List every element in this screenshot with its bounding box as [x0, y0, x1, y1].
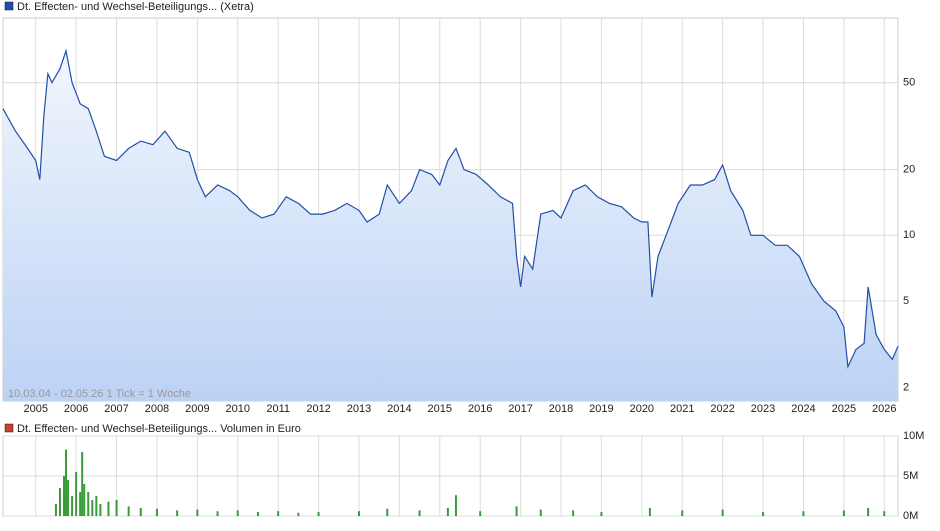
legend-label: Dt. Effecten- und Wechsel-Beteiligungs..…	[17, 1, 254, 13]
volume-bar	[721, 509, 724, 516]
volume-bar	[418, 510, 421, 516]
x-tick-label: 2012	[306, 403, 330, 415]
volume-bar	[479, 511, 482, 516]
x-tick-label: 2015	[428, 403, 452, 415]
volume-bar	[91, 500, 94, 516]
volume-bar	[67, 480, 70, 516]
y-tick-label: 5M	[903, 470, 918, 482]
y-tick-label: 10M	[903, 430, 924, 442]
y-tick-label: 50	[903, 77, 915, 89]
legend-label: Dt. Effecten- und Wechsel-Beteiligungs..…	[17, 423, 301, 435]
volume-bar	[63, 476, 66, 516]
volume-bar	[454, 495, 457, 516]
volume-bar	[127, 506, 130, 516]
volume-bar	[681, 510, 684, 516]
x-tick-label: 2007	[104, 403, 128, 415]
y-tick-label: 5	[903, 295, 909, 307]
legend-swatch	[4, 423, 14, 433]
volume-bar	[155, 508, 158, 516]
volume-bar	[115, 500, 118, 516]
x-tick-label: 2006	[64, 403, 88, 415]
x-tick-label: 2005	[23, 403, 47, 415]
volume-bar	[71, 496, 74, 516]
volume-bar	[236, 510, 239, 516]
x-tick-label: 2016	[468, 403, 492, 415]
volume-bar	[600, 512, 603, 516]
volume-bar	[139, 508, 142, 516]
volume-bar	[95, 496, 98, 516]
annotation: 10.03.04 - 02.05.26 1 Tick = 1 Woche	[8, 388, 191, 400]
x-tick-label: 2017	[508, 403, 532, 415]
volume-bar	[83, 484, 86, 516]
volume-bar	[539, 509, 542, 516]
x-tick-label: 2008	[145, 403, 169, 415]
volume-bar	[648, 508, 651, 516]
legend-swatch	[4, 1, 14, 11]
y-tick-label: 2	[903, 382, 909, 394]
volume-bar	[357, 511, 360, 516]
volume-bar	[81, 452, 84, 516]
volume-bar	[58, 488, 61, 516]
area	[3, 50, 898, 402]
volume-bar	[79, 492, 82, 516]
x-tick-label: 2022	[710, 403, 734, 415]
volume-bar	[216, 511, 219, 516]
volume-bar	[54, 504, 57, 516]
volume-bar	[256, 512, 259, 516]
x-tick-label: 2018	[549, 403, 573, 415]
volume-bar	[196, 509, 199, 516]
x-tick-label: 2011	[266, 403, 290, 415]
x-tick-label: 2014	[387, 403, 411, 415]
x-tick-label: 2010	[226, 403, 250, 415]
volume-bar	[802, 511, 805, 516]
volume-bar	[65, 449, 68, 516]
volume-bar	[762, 512, 765, 516]
y-tick-label: 20	[903, 163, 915, 175]
volume-bar	[446, 508, 449, 516]
volume-bar	[883, 511, 886, 516]
volume-bar	[277, 511, 280, 516]
y-tick-label: 10	[903, 229, 915, 241]
x-tick-label: 2009	[185, 403, 209, 415]
volume-bar	[572, 510, 575, 516]
x-tick-label: 2024	[791, 403, 815, 415]
x-tick-label: 2020	[630, 403, 654, 415]
volume-bar	[317, 512, 320, 516]
volume-bar	[842, 510, 845, 516]
volume-bar	[99, 504, 102, 516]
x-tick-label: 2023	[751, 403, 775, 415]
volume-bar	[107, 501, 110, 516]
volume-bar	[515, 506, 518, 516]
volume-bar	[386, 508, 389, 516]
x-tick-label: 2026	[872, 403, 896, 415]
volume-bar	[297, 512, 300, 516]
y-tick-label: 0M	[903, 510, 918, 522]
volume-bar	[87, 492, 90, 516]
volume-bar	[176, 510, 179, 516]
x-tick-label: 2025	[832, 403, 856, 415]
price-line	[2, 48, 899, 369]
volume-bar	[867, 508, 870, 516]
x-tick-label: 2013	[347, 403, 371, 415]
volume-bar	[75, 472, 78, 516]
x-tick-label: 2021	[670, 403, 694, 415]
x-tick-label: 2019	[589, 403, 613, 415]
